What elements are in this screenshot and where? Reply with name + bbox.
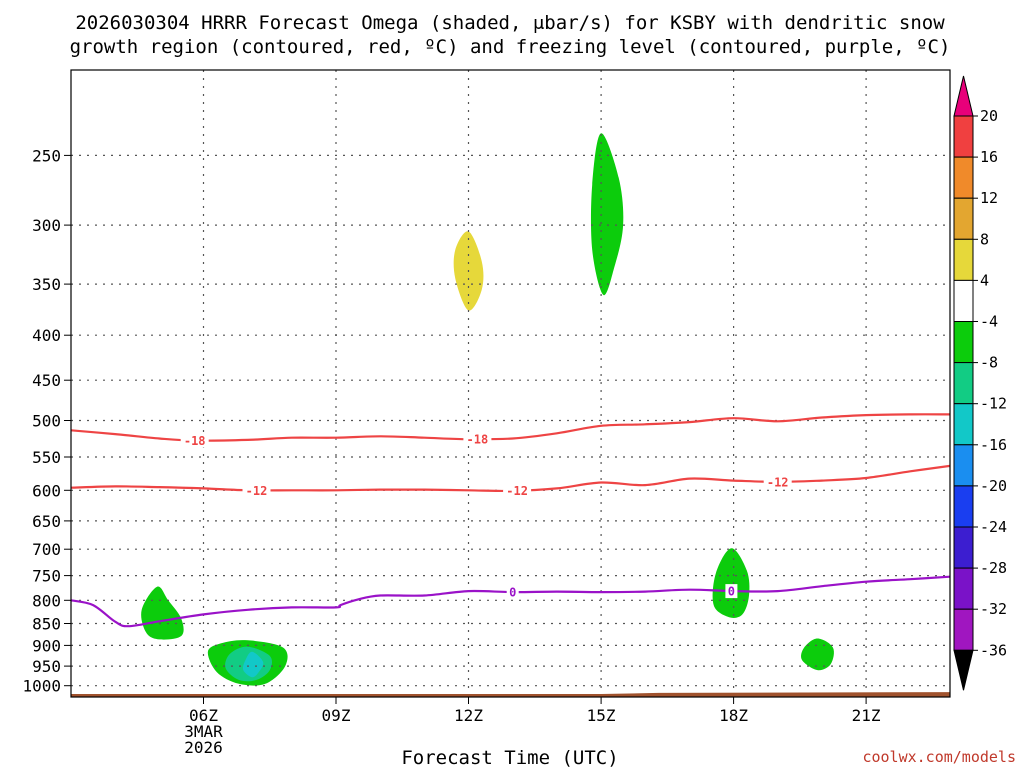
- contour-label-0-1: 0: [728, 585, 735, 599]
- x-axis-label: Forecast Time (UTC): [401, 747, 618, 768]
- chart-title-line1: 2026030304 HRRR Forecast Omega (shaded, …: [75, 12, 945, 34]
- colorbar-label--8: -8: [980, 354, 998, 372]
- colorbar-label-4: 4: [980, 271, 989, 289]
- colorbar-label--20: -20: [980, 477, 1007, 495]
- colorbar-label-16: 16: [980, 148, 998, 166]
- omega-region-up-19z-yellow: [758, 205, 827, 385]
- credit-text: coolwx.com/models: [862, 748, 1016, 766]
- y-tick-label-700: 700: [32, 540, 61, 559]
- contour-label-0-0: 0: [509, 586, 516, 600]
- omega-region-down-18z-green: [712, 548, 750, 618]
- colorbar-swatch-12-to-8: [953, 197, 974, 240]
- colorbar-swatch--4-to--8: [953, 321, 974, 364]
- omega-region-down-7z-cyan: [242, 651, 264, 678]
- x-tick-label-15Z: 15Z: [587, 706, 616, 725]
- colorbar-swatch--20-to--24: [953, 485, 974, 528]
- x-tick-label-12Z: 12Z: [454, 706, 483, 725]
- x-tick-year-06Z: 2026: [184, 738, 223, 757]
- y-tick-label-500: 500: [32, 412, 61, 431]
- contour-label--12-1: -12: [506, 484, 528, 498]
- y-tick-label-950: 950: [32, 657, 61, 676]
- y-tick-label-350: 350: [32, 275, 61, 294]
- colorbar-label--4: -4: [980, 313, 998, 331]
- colorbar-label--28: -28: [980, 559, 1007, 577]
- y-tick-label-750: 750: [32, 567, 61, 586]
- y-axis: 250 300 350 400 450 500 550 600 650 700 750 800 850 9…: [22, 146, 71, 696]
- colorbar-label--36: -36: [980, 641, 1007, 659]
- terrain-band: [71, 692, 950, 697]
- y-tick-label-800: 800: [32, 591, 61, 610]
- omega-shading-layer: [141, 133, 950, 686]
- y-tick-label-850: 850: [32, 615, 61, 634]
- y-tick-label-300: 300: [32, 216, 61, 235]
- colorbar-swatch-16-to-12: [953, 156, 974, 199]
- omega-region-up-18z-yellow: [715, 646, 750, 679]
- colorbar-label-20: 20: [980, 107, 998, 125]
- contour-label-bg--12-1: [503, 483, 532, 498]
- y-tick-label-650: 650: [32, 512, 61, 531]
- terrain-layer: [71, 692, 950, 697]
- colorbar-swatch-4-to--4: [953, 279, 974, 322]
- x-tick-label-06Z: 06Z: [189, 706, 218, 725]
- colorbar-label-8: 8: [980, 230, 989, 248]
- colorbar-swatch--32-to--36: [953, 608, 974, 651]
- colorbar-swatch-20-to-16: [953, 115, 974, 158]
- chart-title-line2: growth region (contoured, red, ºC) and f…: [70, 36, 951, 58]
- omega-region-up-14z-yellow: [534, 202, 572, 301]
- colorbar-swatch-8-to-4: [953, 238, 974, 281]
- y-tick-label-450: 450: [32, 371, 61, 390]
- colorbar-label-12: 12: [980, 189, 998, 207]
- colorbar-swatch--28-to--32: [953, 567, 974, 610]
- grid-layer: [71, 70, 950, 697]
- x-tick-date-06Z: 3MAR: [184, 722, 223, 741]
- omega-region-up-12z-yellow: [428, 184, 549, 389]
- colorbar-label--12: -12: [980, 395, 1007, 413]
- colorbar-bottom-arrow: [953, 649, 974, 691]
- contour-label-bg-0-0: [506, 585, 519, 600]
- y-tick-label-1000: 1000: [22, 677, 61, 696]
- omega-region-down-20z-green: [801, 638, 834, 671]
- colorbar: 20 16 12 8 4 -4 -8 -12 -16 -20 -24 -28 -32 -36: [953, 75, 1007, 691]
- colorbar-label--24: -24: [980, 518, 1007, 536]
- plot-frame: [70, 69, 951, 698]
- contour-label-bg--18-1: [463, 432, 492, 446]
- contour-0: [71, 575, 950, 628]
- colorbar-swatch--12-to--16: [953, 403, 974, 446]
- x-tick-label-09Z: 09Z: [322, 706, 351, 725]
- contour-label-bg-0-1: [725, 584, 738, 599]
- contour-layer: -18 -18 -12 -12 -12 0 0: [71, 413, 950, 628]
- y-tick-label-400: 400: [32, 326, 61, 345]
- colorbar-swatch--24-to--28: [953, 526, 974, 569]
- contour--18: [71, 413, 950, 442]
- contour-label--18-0: -18: [184, 434, 206, 448]
- contour-label--12-0: -12: [246, 484, 268, 498]
- contour-label-bg--12-0: [242, 483, 271, 498]
- x-tick-label-18Z: 18Z: [719, 706, 748, 725]
- contour-label-bg--12-2: [763, 474, 792, 489]
- y-tick-label-900: 900: [32, 636, 61, 655]
- omega-region-up-21z-yellow: [853, 135, 950, 246]
- omega-region-down-15z-green: [590, 133, 624, 296]
- colorbar-swatch--16-to--20: [953, 444, 974, 487]
- colorbar-label--16: -16: [980, 436, 1007, 454]
- contour-label-bg--18-0: [180, 433, 209, 448]
- x-tick-label-21Z: 21Z: [852, 706, 881, 725]
- contour-label--18-1: -18: [467, 433, 489, 447]
- contour-label--12-2: -12: [767, 475, 789, 489]
- colorbar-swatch--8-to--12: [953, 362, 974, 405]
- y-tick-label-250: 250: [32, 146, 61, 165]
- y-tick-label-550: 550: [32, 448, 61, 467]
- y-tick-label-600: 600: [32, 481, 61, 500]
- colorbar-top-arrow: [953, 75, 974, 117]
- colorbar-label--32: -32: [980, 600, 1007, 618]
